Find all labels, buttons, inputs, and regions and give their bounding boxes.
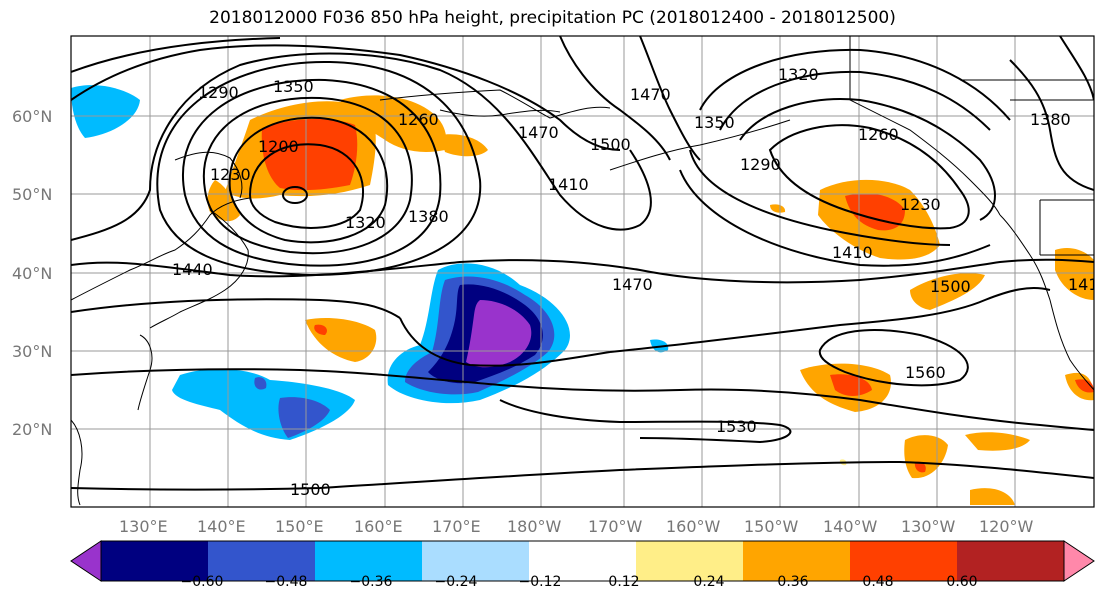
contour-label: 1200 (258, 137, 299, 156)
contour-label: 1470 (630, 85, 671, 104)
colorbar-tick-label: −0.48 (265, 574, 308, 590)
lat-label: 50°N (12, 185, 52, 204)
lon-label: 140°E (197, 517, 246, 536)
lat-label: 60°N (12, 107, 52, 126)
map-border (70, 35, 1095, 508)
colorbar-tick-label: 0.12 (608, 574, 639, 590)
contour-label: 1260 (858, 125, 899, 144)
contour-label: 1500 (290, 480, 331, 499)
contour-label: 1410 (548, 175, 589, 194)
map-title: 2018012000 F036 850 hPa height, precipit… (209, 8, 896, 28)
colorbar-tick-label: 0.48 (862, 574, 893, 590)
lon-label: 130°W (901, 517, 956, 536)
contour-label: 1260 (398, 110, 439, 129)
precip-shading (71, 85, 1094, 505)
colorbar-swatch (208, 541, 316, 581)
colorbar-border (100, 540, 1065, 582)
contour-label: 1500 (590, 135, 631, 154)
contour-label: 1530 (716, 417, 757, 436)
contour-label: 1290 (198, 83, 239, 102)
colorbar-tick-label: −0.60 (181, 574, 224, 590)
lon-label: 140°W (823, 517, 878, 536)
lon-label: 120°W (979, 517, 1034, 536)
contour-label: 1230 (210, 165, 251, 184)
contour-label: 1350 (694, 113, 735, 132)
colorbar-swatch (957, 541, 1065, 581)
colorbar-tick-label: 0.24 (693, 574, 724, 590)
colorbar-tick-label: 0.60 (946, 574, 977, 590)
colorbar-swatch (315, 541, 423, 581)
contour-label: 1440 (172, 260, 213, 279)
colorbar-swatch (101, 541, 209, 581)
contour-label: 1380 (1030, 110, 1071, 129)
colorbar: −0.60 −0.48 −0.36 −0.24 −0.12 0.12 0.24 … (70, 540, 1095, 590)
colorbar-swatch (529, 541, 637, 581)
contour-label: 1350 (273, 77, 314, 96)
colorbar-extend-max (1063, 540, 1095, 582)
lat-label: 40°N (12, 264, 52, 283)
lat-label: 30°N (12, 342, 52, 361)
colorbar-swatches (70, 540, 1095, 582)
colorbar-tick-label: −0.12 (519, 574, 562, 590)
contour-label: 1410 (1068, 275, 1105, 294)
lon-label: 170°E (432, 517, 481, 536)
colorbar-labels: −0.60 −0.48 −0.36 −0.24 −0.12 0.12 0.24 … (181, 574, 978, 590)
contour-label: 1470 (518, 123, 559, 142)
contour-label: 1410 (832, 243, 873, 262)
contour-label: 1320 (345, 213, 386, 232)
colorbar-swatch (743, 541, 851, 581)
longitude-labels: 130°E 140°E 150°E 160°E 170°E 180°W 170°… (119, 517, 1034, 536)
contour-label: 1320 (778, 65, 819, 84)
colorbar-swatch (850, 541, 958, 581)
lon-label: 150°W (744, 517, 799, 536)
lat-label: 20°N (12, 420, 52, 439)
colorbar-swatch (422, 541, 530, 581)
lon-label: 160°E (354, 517, 403, 536)
contour-labels: 1290 1350 1200 1230 1260 1320 1380 1470 … (172, 65, 1105, 499)
contour-label: 1470 (612, 275, 653, 294)
colorbar-extend-min (70, 540, 102, 582)
lon-label: 150°E (275, 517, 324, 536)
lon-label: 170°W (588, 517, 643, 536)
colorbar-tick-label: −0.36 (350, 574, 393, 590)
contour-label: 1500 (930, 277, 971, 296)
height-contours (71, 36, 1094, 491)
lon-label: 130°E (119, 517, 168, 536)
colorbar-tick-label: 0.36 (777, 574, 808, 590)
contour-label: 1560 (905, 363, 946, 382)
contour-label: 1380 (408, 207, 449, 226)
lon-label: 160°W (666, 517, 721, 536)
colorbar-swatch (636, 541, 744, 581)
lon-label: 180°W (507, 517, 562, 536)
latitude-labels: 60°N 50°N 40°N 30°N 20°N (12, 107, 52, 439)
contour-label: 1290 (740, 155, 781, 174)
colorbar-tick-label: −0.24 (435, 574, 478, 590)
contour-label: 1230 (900, 195, 941, 214)
